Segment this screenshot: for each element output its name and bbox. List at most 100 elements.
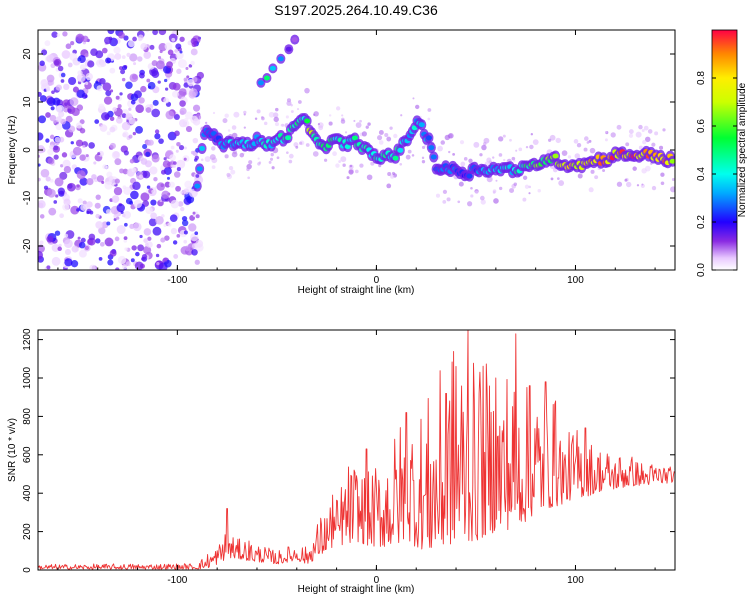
spectrogram-speckle xyxy=(387,171,392,177)
spectrogram-noise-blob xyxy=(125,261,131,267)
spectrogram-noise-blob xyxy=(48,207,57,216)
spectrogram-ridge-point xyxy=(397,147,404,153)
spectrogram-ridge-point xyxy=(669,158,675,164)
spectrogram-speckle xyxy=(227,129,231,132)
spectrogram-speckle xyxy=(481,144,487,151)
spectrogram-speckle xyxy=(470,194,474,198)
spectrogram-speckle xyxy=(624,178,628,182)
spectrogram-noise-blob xyxy=(45,112,51,118)
spectrogram-noise-blob xyxy=(146,185,151,189)
spectrogram-noise-blob xyxy=(175,43,182,50)
spectrogram-noise-blob xyxy=(120,69,126,75)
spectrogram-speckle xyxy=(405,154,411,160)
spectrogram-speckle xyxy=(474,190,479,195)
spectrogram-noise-blob xyxy=(116,216,120,220)
spectrogram-noise-blob xyxy=(145,206,153,215)
spectrogram-noise-blob xyxy=(177,201,184,207)
colorbar-gradient xyxy=(712,30,737,270)
spectrogram-speckle xyxy=(641,128,645,133)
spectrogram-noise-blob xyxy=(176,159,186,169)
spectrogram-noise-blob xyxy=(39,60,45,67)
spectrogram-speckle xyxy=(532,139,539,146)
spectrogram-noise-blob xyxy=(170,145,175,150)
spectrogram-speckle xyxy=(473,141,480,148)
spectrogram-noise-blob xyxy=(86,177,94,186)
spectrogram-noise-blob xyxy=(128,107,132,111)
spectrogram-y-tick-label: 0 xyxy=(22,147,33,153)
spectrogram-noise-blob xyxy=(101,47,108,54)
spectrogram-noise-blob xyxy=(157,80,161,84)
spectrogram-noise-blob xyxy=(96,85,103,92)
chart-title: S197.2025.264.10.49.C36 xyxy=(274,2,438,18)
spectrogram-noise-blob xyxy=(188,223,197,232)
spectrogram-noise-blob xyxy=(63,83,70,91)
spectrogram-noise-blob xyxy=(138,174,144,179)
spectrogram-noise-blob xyxy=(168,181,175,188)
spectrogram-noise-blob xyxy=(47,188,56,198)
spectrogram-noise-blob xyxy=(95,238,101,244)
spectrogram-ridge-point xyxy=(418,122,425,128)
spectrogram-speckle xyxy=(584,136,589,141)
spectrogram-speckle xyxy=(273,116,279,123)
spectrogram-noise-blob xyxy=(38,244,45,253)
spectrogram-noise-blob xyxy=(183,239,188,244)
spectrogram-noise-blob xyxy=(39,95,47,103)
spectrogram-noise-blob xyxy=(115,267,120,270)
snr-y-tick-label: 1200 xyxy=(22,328,33,351)
spectrogram-speckle xyxy=(386,136,392,142)
spectrogram-speckle xyxy=(625,181,632,188)
spectrogram-noise-blob xyxy=(142,144,148,150)
spectrogram-noise-blob xyxy=(171,37,176,42)
spectrogram-noise-blob xyxy=(153,177,158,182)
spectrogram-speckle xyxy=(389,126,393,130)
spectrogram-noise-blob xyxy=(114,178,120,184)
spectrogram-noise-blob xyxy=(109,126,116,133)
spectrogram-speckle xyxy=(616,124,622,130)
spectrogram-speckle xyxy=(589,147,596,154)
spectrogram-speckle xyxy=(296,108,300,111)
spectrogram-speckle xyxy=(328,121,333,126)
spectrogram-speckle xyxy=(492,156,495,159)
spectrogram-speckle xyxy=(361,131,367,137)
spectrogram-speckle xyxy=(248,160,253,165)
spectrogram-noise-blob xyxy=(71,107,80,117)
spectrogram-noise-blob xyxy=(152,30,159,36)
spectrogram-noise-blob xyxy=(45,176,51,182)
spectrogram-noise-blob xyxy=(151,108,161,118)
spectrogram-speckle xyxy=(224,113,229,118)
spectrogram-noise-blob xyxy=(77,70,83,76)
spectrogram-noise-blob xyxy=(58,111,65,118)
spectrogram-noise-blob xyxy=(150,199,157,206)
spectrogram-noise-blob xyxy=(111,195,120,203)
spectrogram-noise-blob xyxy=(109,116,115,122)
spectrogram-noise-blob xyxy=(38,63,47,72)
spectrogram-noise-blob xyxy=(164,181,171,188)
spectrogram-noise-blob xyxy=(152,226,162,236)
spectrogram-noise-blob xyxy=(124,247,128,251)
spectrogram-noise-blob xyxy=(62,99,71,108)
spectrogram-noise-blob xyxy=(64,248,71,256)
spectrogram-noise-blob xyxy=(106,131,111,136)
spectrogram-noise-blob xyxy=(176,141,181,147)
spectrogram-noise-blob xyxy=(62,159,71,168)
spectrogram-noise-blob xyxy=(160,237,166,243)
spectrogram-ridge-point xyxy=(392,155,399,161)
spectrogram-noise-blob xyxy=(173,161,177,165)
spectrogram-noise-blob xyxy=(123,35,129,41)
snr-x-tick-label: 0 xyxy=(374,575,380,586)
spectrogram-noise-blob xyxy=(88,142,95,149)
spectrogram-noise-blob xyxy=(186,75,190,79)
spectrogram-speckle xyxy=(366,174,373,181)
spectrogram-noise-blob xyxy=(76,170,86,180)
spectrogram-noise-blob xyxy=(80,203,88,211)
spectrogram-speckle xyxy=(340,156,347,163)
spectrogram-noise-blob xyxy=(93,161,97,165)
spectrogram-speckle xyxy=(297,100,302,104)
spectrogram-noise-blob xyxy=(55,123,63,131)
snr-y-tick-label: 400 xyxy=(22,484,33,501)
spectrogram-noise-blob xyxy=(85,154,89,158)
spectrogram-speckle xyxy=(304,87,310,94)
spectrogram-speckle xyxy=(222,118,228,124)
spectrogram-noise-blob xyxy=(156,262,160,266)
spectrogram-noise-blob xyxy=(184,180,192,189)
